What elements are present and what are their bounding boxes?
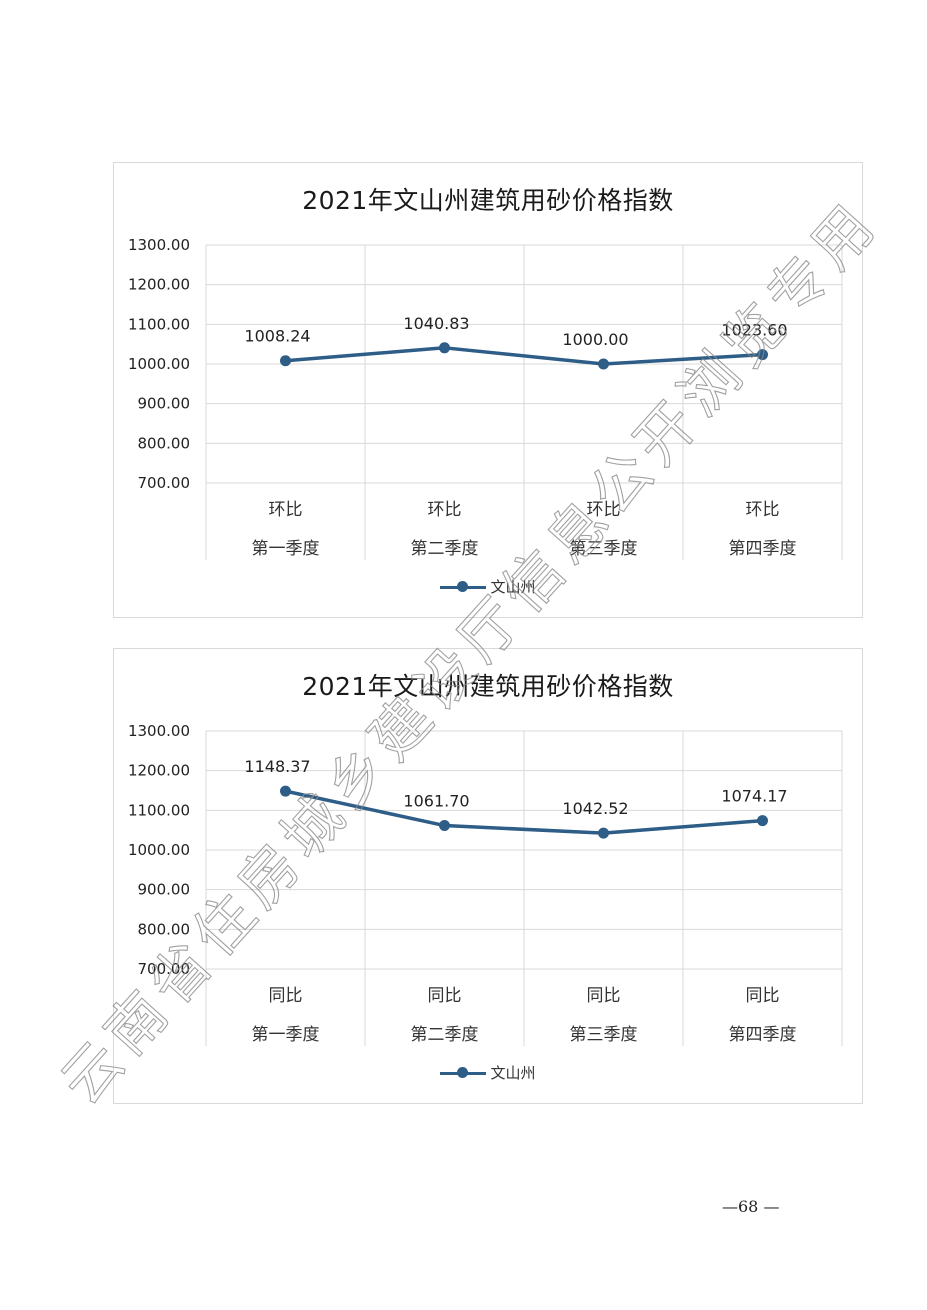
y-tick-label: 1000.00 [128,841,190,859]
legend-label: 文山州 [490,1064,536,1082]
data-point [598,358,609,370]
data-label: 1148.37 [244,757,310,776]
data-point [280,785,291,797]
legend-line-marker-icon [440,580,487,593]
x-group-label: 第三季度 [570,1025,638,1045]
data-point [598,827,609,839]
legend: 文山州 [114,1062,862,1083]
y-tick-label: 900.00 [138,881,191,899]
y-tick-label: 1300.00 [128,236,190,254]
y-tick-label: 1300.00 [128,722,190,740]
x-tick-label: 环比 [746,500,780,520]
data-point [757,815,768,827]
x-group-label: 第二季度 [411,539,479,559]
x-group-label: 第一季度 [252,1025,320,1045]
x-group-label: 第二季度 [411,1025,479,1045]
y-tick-label: 1200.00 [128,762,190,780]
legend: 文山州 [114,576,862,597]
chart-panel-1: 2021年文山州建筑用砂价格指数 1300.00 1200.00 1100.00 10… [113,162,863,618]
series-line [285,789,763,835]
chart-title: 2021年文山州建筑用砂价格指数 [302,672,674,701]
data-label: 1042.52 [562,799,628,818]
x-tick-label: 环比 [587,500,621,520]
chart-title: 2021年文山州建筑用砂价格指数 [302,186,674,215]
x-tick-label: 环比 [269,500,303,520]
y-tick-label: 900.00 [138,395,191,413]
x-group-label: 第四季度 [729,1025,797,1045]
y-tick-label: 1000.00 [128,355,190,373]
data-label: 1000.00 [562,330,628,349]
data-point [280,355,291,367]
data-label: 1040.83 [403,314,469,333]
x-tick-label: 同比 [587,986,621,1006]
y-tick-label: 1100.00 [128,315,190,333]
data-label: 1023.60 [721,321,787,340]
x-tick-label: 同比 [746,986,780,1006]
y-tick-label: 800.00 [138,920,191,938]
chart-panel-2: 2021年文山州建筑用砂价格指数 1300.00 1200.00 1100.00 10… [113,648,863,1104]
x-group-label: 第三季度 [570,539,638,559]
legend-line-marker-icon [440,1066,487,1079]
x-tick-label: 环比 [428,500,462,520]
data-label: 1074.17 [721,787,787,806]
data-label: 1008.24 [244,327,310,346]
x-tick-label: 同比 [428,986,462,1006]
y-tick-label: 700.00 [138,474,191,492]
data-label: 1061.70 [403,792,469,811]
y-tick-label: 1200.00 [128,276,190,294]
x-tick-label: 同比 [269,986,303,1006]
x-group-label: 第一季度 [252,539,320,559]
legend-label: 文山州 [490,578,536,596]
x-group-label: 第四季度 [729,539,797,559]
line-chart-plot: 1300.00 1200.00 1100.00 1000.00 900.00 800.00… [128,236,843,560]
page-number: —68 — [722,1197,780,1216]
y-tick-label: 1100.00 [128,801,190,819]
y-tick-label: 800.00 [138,434,191,452]
data-point [757,349,768,361]
line-chart-plot: 1300.00 1200.00 1100.00 1000.00 900.00 800.00… [128,722,843,1046]
y-tick-label: 700.00 [138,960,191,978]
data-point [439,342,450,354]
data-point [439,820,450,832]
series-line [285,346,763,366]
